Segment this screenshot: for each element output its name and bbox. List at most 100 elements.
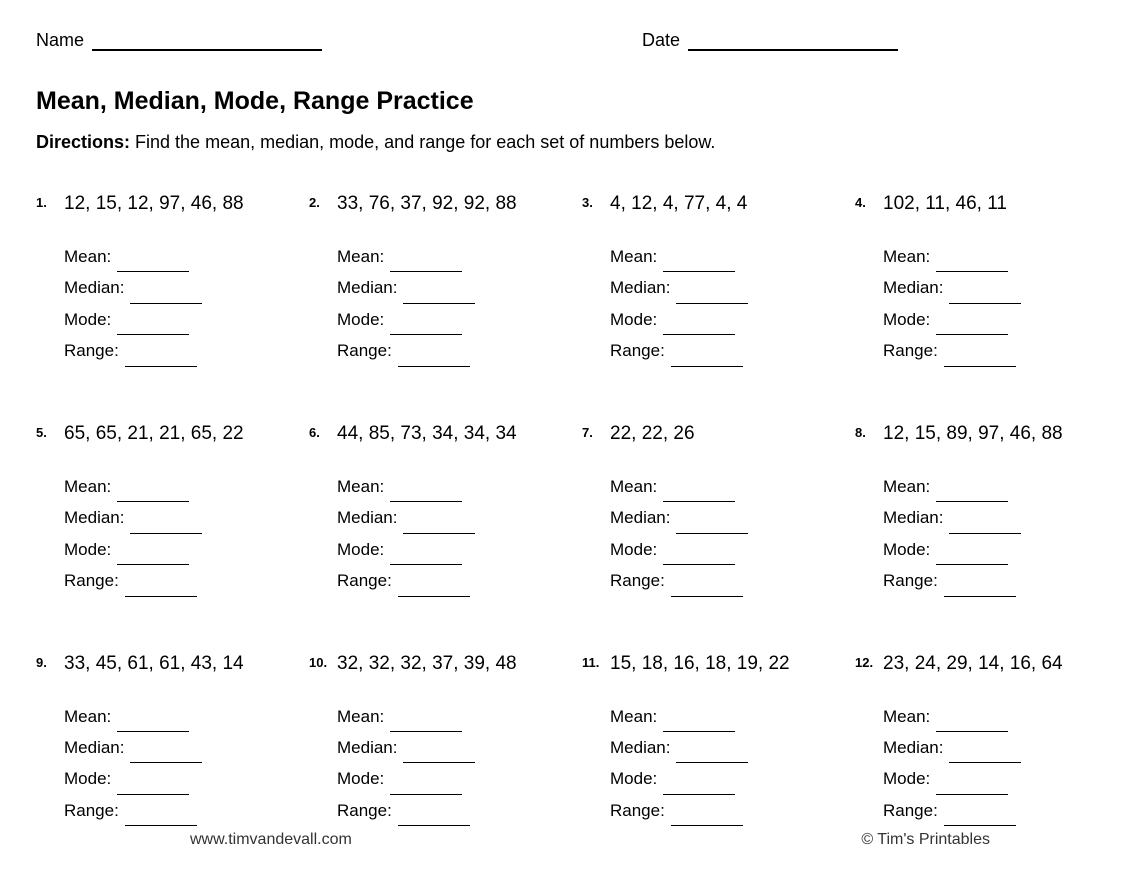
mean-answer-line[interactable]	[936, 484, 1008, 502]
answers-block: Mean:Median:Mode:Range:	[64, 701, 285, 827]
name-input-line[interactable]	[92, 31, 322, 51]
range-answer-line[interactable]	[398, 349, 470, 367]
range-answer-line[interactable]	[398, 579, 470, 597]
problem: 2.33, 76, 37, 92, 92, 88Mean:Median:Mode…	[309, 193, 558, 367]
mode-row: Mode:	[610, 763, 831, 794]
mode-answer-line[interactable]	[936, 317, 1008, 335]
mode-answer-line[interactable]	[390, 547, 462, 565]
mean-answer-line[interactable]	[936, 714, 1008, 732]
mean-answer-line[interactable]	[663, 714, 735, 732]
problem-number: 11.	[582, 655, 599, 670]
range-label: Range:	[64, 795, 119, 826]
date-input-line[interactable]	[688, 31, 898, 51]
range-label: Range:	[337, 795, 392, 826]
answers-block: Mean:Median:Mode:Range:	[883, 701, 1104, 827]
median-answer-line[interactable]	[949, 746, 1021, 764]
range-answer-line[interactable]	[125, 808, 197, 826]
median-row: Median:	[64, 502, 285, 533]
range-answer-line[interactable]	[398, 808, 470, 826]
mode-answer-line[interactable]	[390, 317, 462, 335]
mode-answer-line[interactable]	[663, 317, 735, 335]
mode-answer-line[interactable]	[663, 547, 735, 565]
mode-answer-line[interactable]	[936, 777, 1008, 795]
mode-label: Mode:	[610, 763, 657, 794]
mean-answer-line[interactable]	[390, 714, 462, 732]
median-row: Median:	[883, 272, 1104, 303]
answers-block: Mean:Median:Mode:Range:	[883, 241, 1104, 367]
median-answer-line[interactable]	[676, 746, 748, 764]
median-answer-line[interactable]	[403, 286, 475, 304]
mode-answer-line[interactable]	[117, 317, 189, 335]
name-label: Name	[36, 30, 84, 51]
range-answer-line[interactable]	[944, 808, 1016, 826]
mean-answer-line[interactable]	[390, 255, 462, 273]
mode-label: Mode:	[610, 304, 657, 335]
median-answer-line[interactable]	[130, 286, 202, 304]
range-answer-line[interactable]	[671, 808, 743, 826]
mean-answer-line[interactable]	[663, 255, 735, 273]
problem-dataset: 33, 76, 37, 92, 92, 88	[337, 193, 558, 215]
mean-label: Mean:	[337, 701, 384, 732]
mean-answer-line[interactable]	[663, 484, 735, 502]
answers-block: Mean:Median:Mode:Range:	[610, 471, 831, 597]
mode-label: Mode:	[337, 763, 384, 794]
mean-answer-line[interactable]	[117, 484, 189, 502]
problem-number: 8.	[855, 425, 866, 440]
median-label: Median:	[337, 502, 397, 533]
median-answer-line[interactable]	[130, 516, 202, 534]
mean-answer-line[interactable]	[936, 255, 1008, 273]
header-row: Name Date	[36, 30, 1104, 51]
median-answer-line[interactable]	[403, 516, 475, 534]
median-answer-line[interactable]	[676, 286, 748, 304]
mode-answer-line[interactable]	[936, 547, 1008, 565]
range-answer-line[interactable]	[125, 579, 197, 597]
median-answer-line[interactable]	[130, 746, 202, 764]
range-answer-line[interactable]	[671, 349, 743, 367]
median-row: Median:	[610, 272, 831, 303]
median-row: Median:	[883, 732, 1104, 763]
median-answer-line[interactable]	[949, 516, 1021, 534]
mean-answer-line[interactable]	[117, 714, 189, 732]
range-label: Range:	[610, 565, 665, 596]
range-answer-line[interactable]	[125, 349, 197, 367]
range-row: Range:	[610, 565, 831, 596]
range-row: Range:	[64, 795, 285, 826]
problem-dataset: 12, 15, 89, 97, 46, 88	[883, 423, 1104, 445]
mode-answer-line[interactable]	[117, 547, 189, 565]
mean-label: Mean:	[883, 701, 930, 732]
range-row: Range:	[64, 335, 285, 366]
mode-answer-line[interactable]	[663, 777, 735, 795]
range-answer-line[interactable]	[944, 349, 1016, 367]
mean-row: Mean:	[883, 241, 1104, 272]
range-label: Range:	[883, 335, 938, 366]
mean-row: Mean:	[64, 701, 285, 732]
mean-row: Mean:	[610, 241, 831, 272]
mean-answer-line[interactable]	[390, 484, 462, 502]
problem: 10.32, 32, 32, 37, 39, 48Mean:Median:Mod…	[309, 653, 558, 827]
range-answer-line[interactable]	[671, 579, 743, 597]
range-row: Range:	[610, 335, 831, 366]
date-label: Date	[642, 30, 680, 51]
range-answer-line[interactable]	[944, 579, 1016, 597]
footer: www.timvandevall.com © Tim's Printables	[0, 831, 1140, 849]
mode-row: Mode:	[337, 763, 558, 794]
mode-label: Mode:	[337, 304, 384, 335]
mode-row: Mode:	[883, 763, 1104, 794]
mode-label: Mode:	[610, 534, 657, 565]
median-row: Median:	[64, 732, 285, 763]
mean-label: Mean:	[64, 241, 111, 272]
directions-label: Directions:	[36, 132, 130, 152]
problem-number: 3.	[582, 195, 593, 210]
median-answer-line[interactable]	[403, 746, 475, 764]
mode-answer-line[interactable]	[117, 777, 189, 795]
answers-block: Mean:Median:Mode:Range:	[337, 471, 558, 597]
mode-row: Mode:	[64, 763, 285, 794]
median-answer-line[interactable]	[949, 286, 1021, 304]
mean-answer-line[interactable]	[117, 255, 189, 273]
range-label: Range:	[883, 795, 938, 826]
mode-label: Mode:	[337, 534, 384, 565]
range-row: Range:	[337, 795, 558, 826]
mode-answer-line[interactable]	[390, 777, 462, 795]
problem: 8.12, 15, 89, 97, 46, 88Mean:Median:Mode…	[855, 423, 1104, 597]
median-answer-line[interactable]	[676, 516, 748, 534]
